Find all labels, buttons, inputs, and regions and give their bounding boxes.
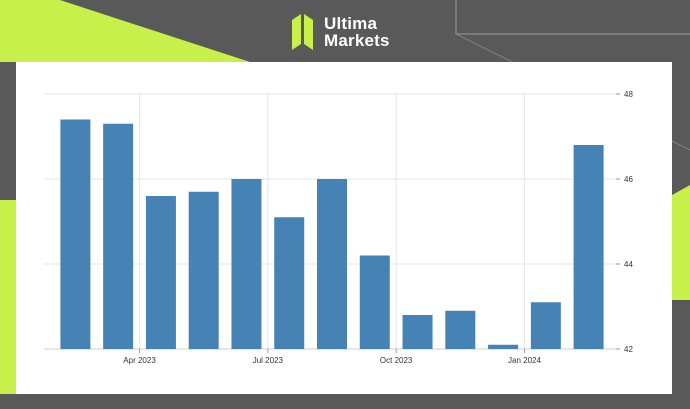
- bar-dec-2023: [488, 344, 519, 349]
- chart-bars: [60, 119, 604, 349]
- y-tick-label: 44: [624, 260, 633, 269]
- y-tick-label: 42: [624, 345, 633, 354]
- accent-shape-left: [0, 200, 16, 394]
- brand-name-line1: Ultima: [324, 14, 378, 33]
- accent-shape-right: [672, 185, 690, 300]
- bar-sep-2023: [359, 255, 390, 349]
- bar-aug-2023: [317, 179, 347, 349]
- x-tick-label: Apr 2023: [123, 356, 156, 365]
- bar-chart: 42 44 46 48 Apr 2023 Jul 2023 Oct 2023 Jan 202…: [44, 90, 633, 365]
- bar-jul-2023: [274, 217, 305, 349]
- bar-nov-2023: [445, 310, 476, 349]
- brand-logo: Ultima Markets: [290, 12, 390, 52]
- bar-jun-2023: [231, 179, 262, 349]
- brand-name: Ultima Markets: [324, 15, 390, 49]
- y-tick-label: 48: [624, 90, 633, 99]
- bar-mar-2023: [103, 123, 134, 349]
- bar-oct-2023: [402, 315, 433, 349]
- bar-feb-2024: [573, 145, 604, 349]
- ultima-markets-logo-icon: [292, 14, 313, 50]
- bar-may-2023: [188, 191, 219, 349]
- x-axis-ticks: Apr 2023 Jul 2023 Oct 2023 Jan 2024: [123, 349, 541, 365]
- bar-jan-2024: [530, 302, 561, 349]
- bar-feb-2023: [60, 119, 91, 349]
- y-axis-ticks: 42 44 46 48: [616, 90, 633, 354]
- chart-panel: 42 44 46 48 Apr 2023 Jul 2023 Oct 2023 Jan 202…: [16, 62, 672, 394]
- x-tick-label: Oct 2023: [380, 356, 413, 365]
- y-tick-label: 46: [624, 175, 633, 184]
- bar-apr-2023: [145, 196, 176, 349]
- x-tick-label: Jul 2023: [253, 356, 284, 365]
- accent-shape-top-left: [0, 0, 250, 62]
- brand-name-line2: Markets: [324, 31, 390, 50]
- x-tick-label: Jan 2024: [508, 356, 541, 365]
